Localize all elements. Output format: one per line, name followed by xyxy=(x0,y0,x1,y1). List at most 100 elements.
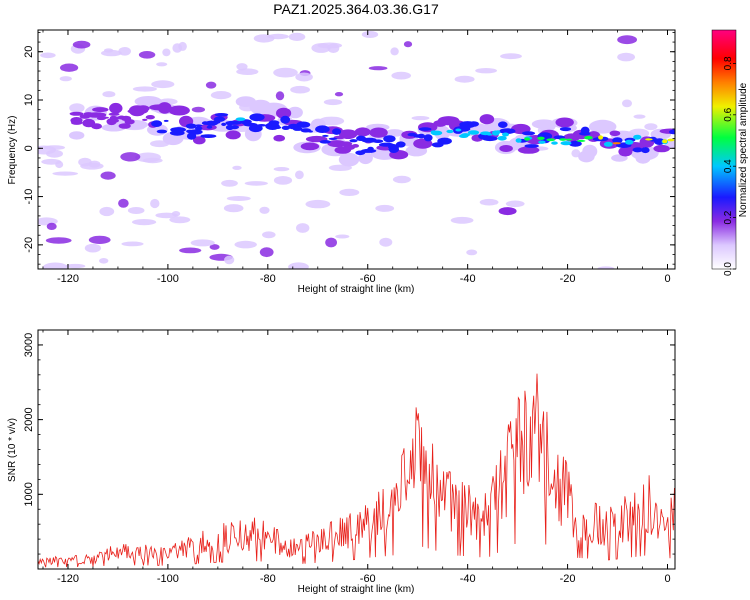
heatmap-cell xyxy=(305,199,331,209)
heatmap-cell xyxy=(171,211,181,217)
heatmap-cell xyxy=(356,135,366,141)
heatmap-cell xyxy=(226,196,251,201)
heatmap-cell xyxy=(555,117,574,128)
heatmap-cell xyxy=(390,47,399,56)
heatmap-cell xyxy=(55,160,64,169)
heatmap-cell xyxy=(235,117,246,121)
colorbar-tick-label: 0.8 xyxy=(723,56,734,70)
heatmap-cell xyxy=(145,115,155,120)
x-tick-label: -40 xyxy=(460,273,476,285)
heatmap-cell xyxy=(322,134,329,137)
heatmap-cell xyxy=(259,206,270,214)
heatmap-cell xyxy=(292,126,303,131)
heatmap-cell xyxy=(482,136,498,142)
heatmap-cell xyxy=(466,249,478,256)
heatmap-cell xyxy=(200,134,217,139)
y-tick-label: 3000 xyxy=(23,333,35,357)
heatmap-cell xyxy=(138,51,156,59)
heatmap-cell xyxy=(411,116,430,121)
heatmap-cell xyxy=(156,62,168,67)
heatmap-cell xyxy=(121,241,144,247)
snr-panel: -120 -100 -80 -60 -40 -20 0 1000 2000 3000 Heigh… xyxy=(7,329,676,595)
colorbar-label: Normalized spectral amplitude xyxy=(738,82,749,217)
heatmap-cell xyxy=(369,127,388,138)
heatmap-cell xyxy=(69,111,84,116)
heatmap-cell xyxy=(273,167,290,172)
heatmap-cell xyxy=(91,123,102,130)
heatmap-cell xyxy=(524,144,539,148)
heatmap-cell xyxy=(334,92,344,97)
heatmap-cell xyxy=(84,243,101,253)
heatmap-cell xyxy=(99,206,115,217)
snr-ylabel: SNR (10 * v/v) xyxy=(7,418,18,482)
heatmap-cell xyxy=(622,99,632,108)
heatmap-cell xyxy=(71,120,83,125)
heatmap-cell xyxy=(560,141,572,146)
heatmap-cell xyxy=(100,116,109,119)
x-tick-label: -60 xyxy=(360,273,376,285)
heatmap-cell xyxy=(108,112,120,116)
heatmap-cell xyxy=(403,41,413,48)
heatmap-cell xyxy=(327,43,340,53)
spectrogram-frame xyxy=(37,29,676,270)
heatmap-cell xyxy=(100,171,116,180)
heatmap-cell xyxy=(553,135,566,140)
heatmap-cell xyxy=(568,140,582,147)
heatmap-cell xyxy=(455,128,462,132)
heatmap-cell xyxy=(288,32,306,42)
heatmap-cell xyxy=(375,204,395,212)
y-tick-label: 0 xyxy=(23,145,35,151)
snr-xlabel: Height of straight line (km) xyxy=(298,584,415,595)
heatmap-cell xyxy=(212,120,221,124)
heatmap-cell xyxy=(315,125,330,133)
heatmap-cell xyxy=(80,162,104,170)
heatmap-cell xyxy=(475,68,497,74)
heatmap-cell xyxy=(120,115,132,121)
heatmap-cell xyxy=(273,67,298,78)
heatmap-cell xyxy=(644,123,658,131)
heatmap-cell xyxy=(468,121,480,127)
heatmap-cell xyxy=(40,52,56,59)
heatmap-cell xyxy=(85,112,93,118)
heatmap-cell xyxy=(505,200,525,208)
snr-series-line xyxy=(38,373,675,568)
heatmap-cell xyxy=(270,122,279,127)
heatmap-cell xyxy=(603,141,613,147)
heatmap-cell xyxy=(262,231,276,239)
x-tick-label: 0 xyxy=(664,273,670,285)
heatmap-cell xyxy=(446,129,454,134)
heatmap-cell xyxy=(461,133,471,137)
heatmap-cell xyxy=(612,142,621,145)
y-tick-label: -20 xyxy=(23,237,35,253)
heatmap-cell xyxy=(388,144,398,147)
heatmap-cell xyxy=(193,136,206,145)
heatmap-cell xyxy=(206,125,213,129)
heatmap-cell xyxy=(667,138,675,142)
heatmap-cell xyxy=(163,119,169,122)
heatmap-cell xyxy=(385,129,405,137)
heatmap-cell xyxy=(225,124,234,131)
heatmap-cell xyxy=(571,149,581,158)
heatmap-cell xyxy=(46,222,57,230)
heatmap-cell xyxy=(185,123,197,129)
heatmap-cell xyxy=(565,138,573,141)
heatmap-cell xyxy=(633,114,646,119)
spectrogram-ylabel: Frequency (Hz) xyxy=(7,116,18,185)
heatmap-cell xyxy=(72,40,91,49)
heatmap-cell xyxy=(617,52,635,62)
heatmap-cell xyxy=(437,137,452,145)
heatmap-cell xyxy=(598,135,604,140)
heatmap-cell xyxy=(290,85,310,94)
heatmap-cell xyxy=(132,219,157,226)
heatmap-cell xyxy=(43,262,68,269)
heatmap-cell xyxy=(383,135,396,143)
colorbar-tick-label: 0.0 xyxy=(723,262,734,276)
snr-x-axis: -120 -100 -80 -60 -40 -20 0 xyxy=(42,330,671,585)
heatmap-cell xyxy=(69,103,85,113)
heatmap-cell xyxy=(546,138,556,142)
x-tick-label: -120 xyxy=(57,273,79,285)
heatmap-cell xyxy=(361,31,379,38)
heatmap-cell xyxy=(335,234,350,239)
heatmap-cell xyxy=(102,91,116,98)
heatmap-cell xyxy=(391,71,412,80)
